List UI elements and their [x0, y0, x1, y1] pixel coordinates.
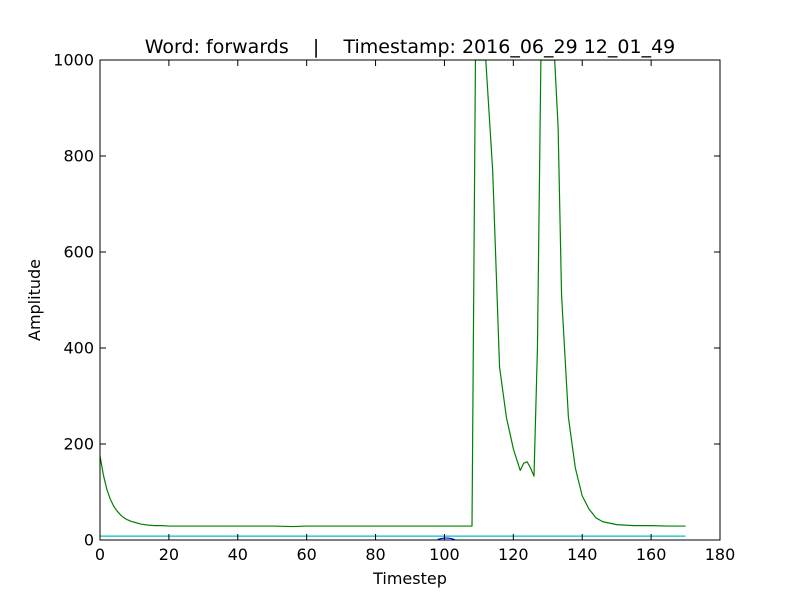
y-axis-label: Amplitude: [25, 259, 44, 341]
y-tick-label: 0: [84, 531, 94, 550]
chart-title: Word: forwards | Timestamp: 2016_06_29 1…: [145, 36, 676, 58]
tick-layer: 0 20 40 60 80 100 120 140 160 180 0 200 400 600 800 100…: [53, 51, 735, 565]
y-tick-label: 800: [63, 147, 94, 166]
x-tick-label: 180: [705, 545, 736, 564]
series-line-1: [100, 60, 686, 528]
x-tick-label: 20: [159, 545, 179, 564]
series-line-3: [437, 537, 455, 540]
plot-frame: [99, 59, 721, 541]
x-tick-label: 160: [636, 545, 667, 564]
x-tick-label: 140: [567, 545, 598, 564]
y-tick-label: 1000: [53, 51, 94, 70]
x-tick-label: 0: [95, 545, 105, 564]
y-tick-label: 400: [63, 339, 94, 358]
x-tick-label: 100: [429, 545, 460, 564]
x-axis-label: Timestep: [372, 569, 447, 588]
x-tick-label: 80: [365, 545, 385, 564]
y-tick-label: 200: [63, 435, 94, 454]
y-tick-label: 600: [63, 243, 94, 262]
x-tick-label: 60: [296, 545, 316, 564]
x-tick-label: 120: [498, 545, 529, 564]
series-layer: [100, 60, 686, 540]
x-tick-label: 40: [228, 545, 248, 564]
